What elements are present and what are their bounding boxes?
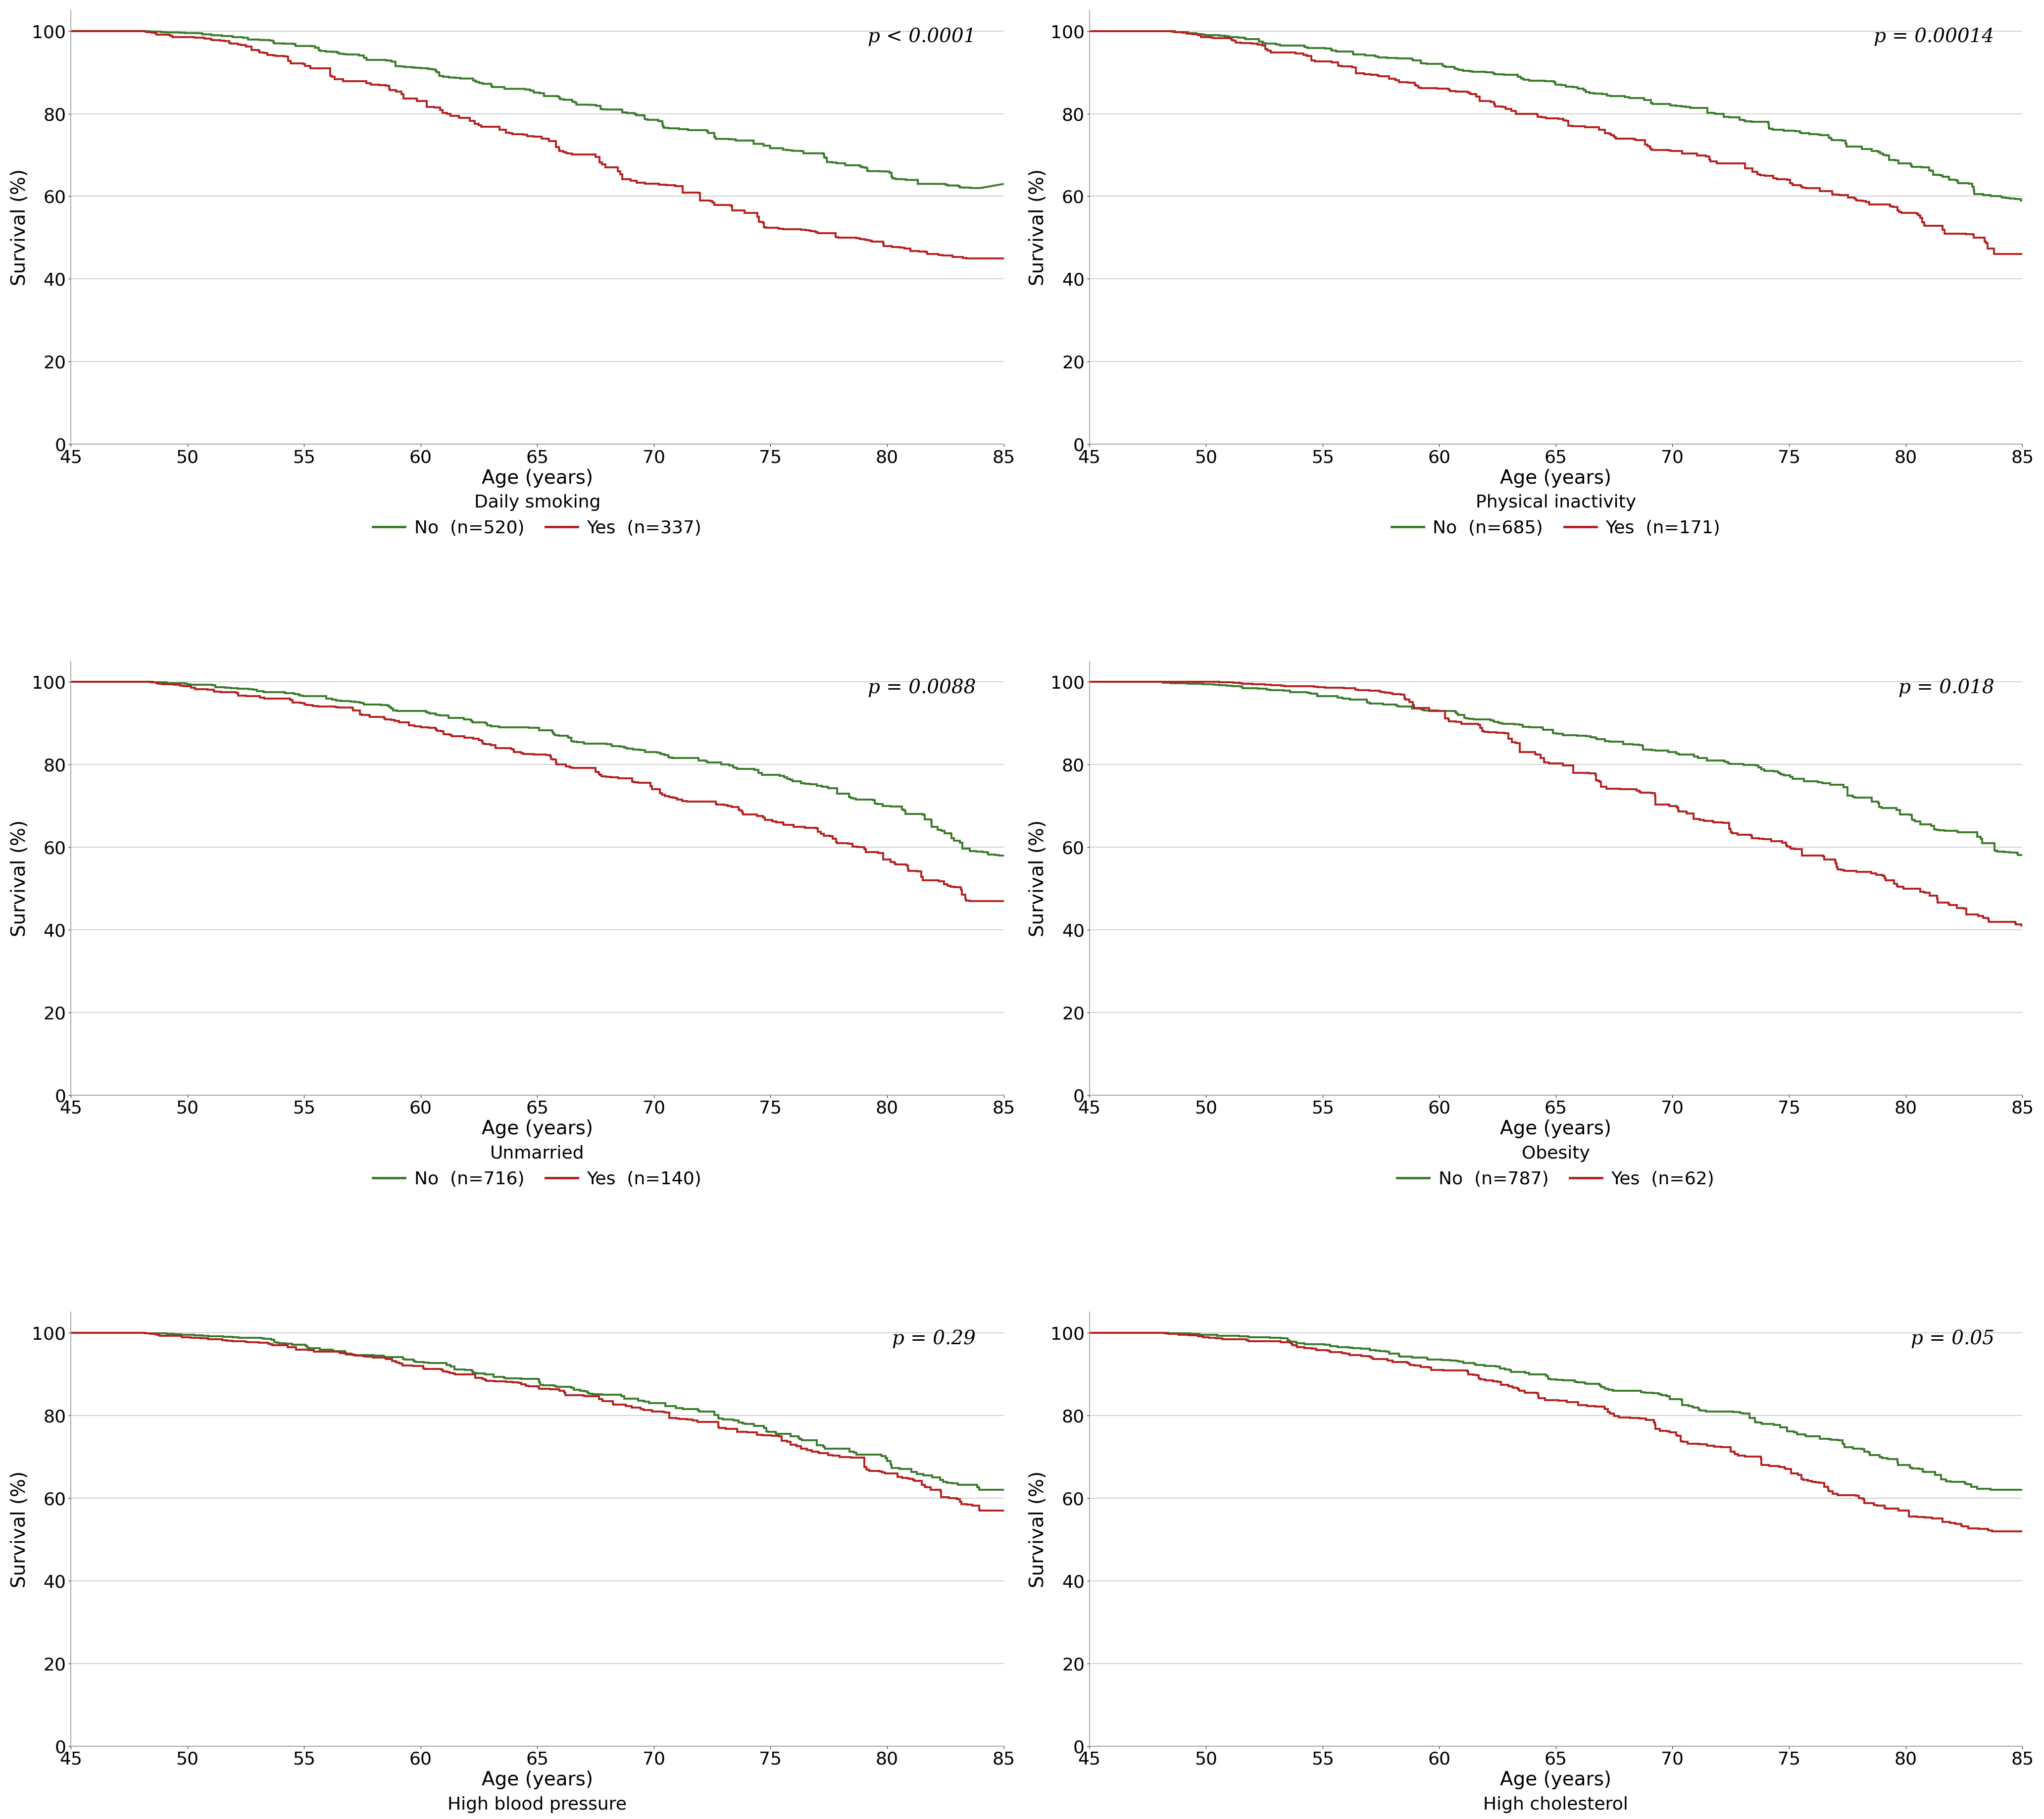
Legend: No  (n=716), Yes  (n=140): No (n=716), Yes (n=140) (366, 1139, 709, 1195)
X-axis label: Age (years): Age (years) (482, 469, 593, 487)
Text: p = 0.0088: p = 0.0088 (867, 678, 975, 697)
Legend: No  (n=551), Yes  (n=306): No (n=551), Yes (n=306) (366, 1788, 709, 1819)
Legend: No  (n=560), Yes  (n=297): No (n=560), Yes (n=297) (1384, 1788, 1727, 1819)
Legend: No  (n=520), Yes  (n=337): No (n=520), Yes (n=337) (366, 487, 709, 544)
X-axis label: Age (years): Age (years) (1500, 1121, 1611, 1139)
X-axis label: Age (years): Age (years) (1500, 1770, 1611, 1790)
Y-axis label: Survival (%): Survival (%) (10, 820, 29, 937)
Text: p = 0.05: p = 0.05 (1911, 1330, 1995, 1348)
X-axis label: Age (years): Age (years) (1500, 469, 1611, 487)
X-axis label: Age (years): Age (years) (482, 1770, 593, 1790)
Text: p = 0.00014: p = 0.00014 (1874, 27, 1995, 45)
Text: p < 0.0001: p < 0.0001 (867, 27, 975, 45)
Legend: No  (n=787), Yes  (n=62): No (n=787), Yes (n=62) (1390, 1139, 1721, 1195)
X-axis label: Age (years): Age (years) (482, 1121, 593, 1139)
Text: p = 0.29: p = 0.29 (891, 1330, 975, 1348)
Y-axis label: Survival (%): Survival (%) (1028, 169, 1049, 286)
Text: p = 0.018: p = 0.018 (1899, 678, 1995, 697)
Legend: No  (n=685), Yes  (n=171): No (n=685), Yes (n=171) (1384, 487, 1727, 544)
Y-axis label: Survival (%): Survival (%) (10, 169, 29, 286)
Y-axis label: Survival (%): Survival (%) (1028, 820, 1049, 937)
Y-axis label: Survival (%): Survival (%) (10, 1472, 29, 1588)
Y-axis label: Survival (%): Survival (%) (1028, 1472, 1049, 1588)
